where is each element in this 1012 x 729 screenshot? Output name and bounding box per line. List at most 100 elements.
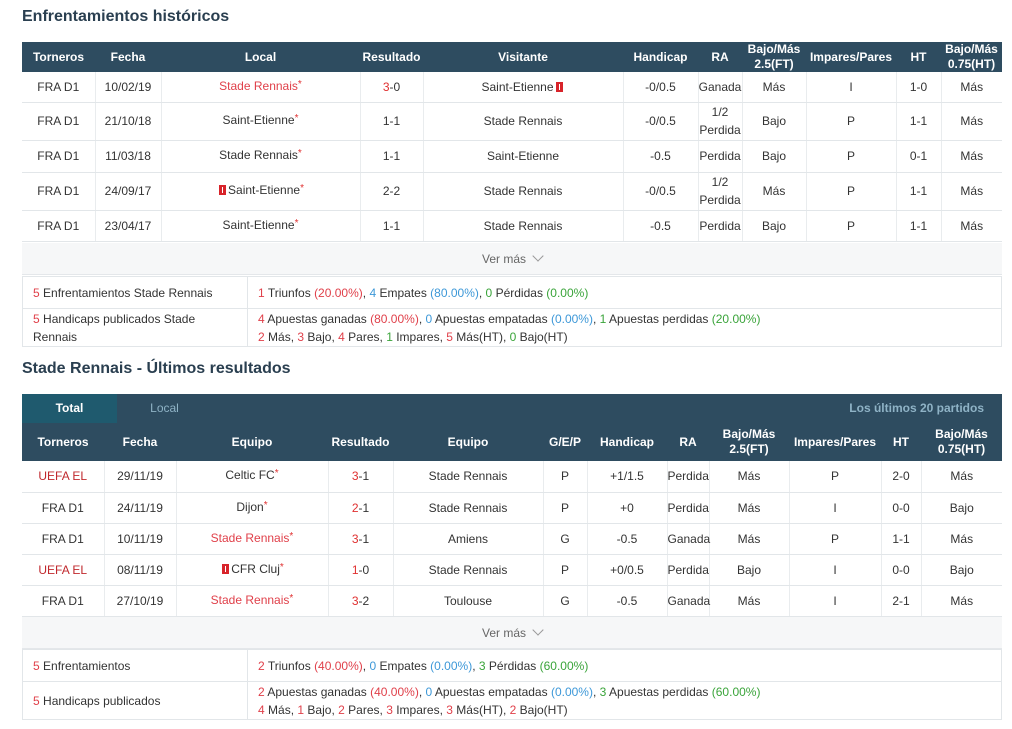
h2h-summary: 5 Enfrentamientos Stade Rennais 1 Triunf…: [22, 276, 1002, 347]
table-row: FRA D1 21/10/18 Saint-Etienne* 1-1 Stade…: [22, 102, 1002, 141]
tab-local[interactable]: Local: [150, 401, 179, 415]
home-team[interactable]: Stade Rennais*: [160, 140, 360, 173]
show-more-button[interactable]: Ver más: [22, 243, 1002, 275]
match-date: 21/10/18: [94, 102, 161, 141]
odd-even-result: P: [805, 140, 896, 173]
tournament-link[interactable]: FRA D1: [22, 102, 95, 141]
match-date: 24/11/19: [103, 492, 176, 524]
match-score[interactable]: 3-1: [327, 461, 393, 493]
match-score[interactable]: 3-1: [327, 523, 393, 555]
away-team[interactable]: Stade Rennais: [422, 172, 623, 211]
ou-ht-result: Más: [940, 72, 1002, 103]
handicap-value: -0/0.5: [622, 102, 698, 141]
star-icon: *: [263, 499, 268, 511]
table-row: FRA D1 10/11/19 Stade Rennais* 3-1 Amien…: [22, 523, 1002, 555]
ou-ft-result: Bajo: [741, 210, 806, 242]
h2h-table: Torneros Fecha Local Resultado Visitante…: [22, 42, 1002, 242]
col-resultado: Resultado: [360, 42, 423, 72]
away-team[interactable]: Toulouse: [392, 585, 543, 617]
handicap-value: -0/0.5: [622, 172, 698, 211]
summary-row: 5 Handicaps publicados Stade Rennais 4 A…: [22, 308, 1002, 347]
tournament-link[interactable]: UEFA EL: [22, 461, 104, 493]
ra-result: Ganada: [666, 523, 710, 555]
summary-values: 2 Triunfos (40.00%), 0 Empates (0.00%), …: [247, 649, 1002, 682]
ra-result: Perdida: [697, 140, 742, 173]
ra-result: 1/2 Perdida: [697, 172, 742, 211]
away-team[interactable]: Stade Rennais: [422, 102, 623, 141]
col-resultado: Resultado: [328, 423, 393, 461]
show-more-button[interactable]: Ver más: [22, 617, 1002, 649]
handicap-value: -0.5: [622, 140, 698, 173]
odd-even-result: I: [788, 585, 881, 617]
match-date: 10/02/19: [94, 72, 161, 103]
tournament-link[interactable]: FRA D1: [22, 172, 95, 211]
ht-score: 1-1: [895, 210, 941, 242]
ou-ht-result: Más: [940, 210, 1002, 242]
ht-score: 0-0: [880, 492, 921, 524]
tournament-link[interactable]: FRA D1: [22, 210, 95, 242]
col-ra: RA: [698, 42, 742, 72]
col-odd-even: Impares/Pares: [789, 423, 881, 461]
odd-even-result: P: [788, 523, 881, 555]
home-team[interactable]: Dijon*: [175, 492, 328, 524]
red-card-icon: [555, 81, 563, 92]
home-team[interactable]: Stade Rennais*: [175, 523, 328, 555]
handicap-value: -0/0.5: [622, 72, 698, 103]
col-visitante: Visitante: [423, 42, 623, 72]
match-score[interactable]: 2-1: [327, 492, 393, 524]
away-team[interactable]: Saint-Etienne: [422, 140, 623, 173]
col-gep: G/E/P: [543, 423, 587, 461]
match-score[interactable]: 2-2: [359, 172, 423, 211]
away-team[interactable]: Stade Rennais: [392, 554, 543, 586]
handicap-value: +0/0.5: [586, 554, 667, 586]
summary-values: 4 Apuestas ganadas (80.00%), 0 Apuestas …: [247, 308, 1002, 347]
ou-ft-result: Más: [708, 461, 789, 493]
ou-ht-result: Más: [940, 140, 1002, 173]
col-fecha: Fecha: [95, 42, 161, 72]
odd-even-result: I: [805, 72, 896, 103]
odd-even-result: P: [805, 172, 896, 211]
handicap-value: -0.5: [586, 585, 667, 617]
away-team[interactable]: Stade Rennais: [422, 210, 623, 242]
match-score[interactable]: 3-0: [359, 72, 423, 103]
match-score[interactable]: 1-1: [359, 140, 423, 173]
home-team[interactable]: CFR Cluj*: [175, 554, 328, 586]
col-ou-ht: Bajo/Más 0.75(HT): [921, 423, 1002, 461]
home-team[interactable]: Saint-Etienne*: [160, 172, 360, 211]
col-equipo-home: Equipo: [176, 423, 328, 461]
h2h-title: Enfrentamientos históricos: [22, 8, 230, 25]
away-team[interactable]: Amiens: [392, 523, 543, 555]
away-team[interactable]: Stade Rennais: [392, 461, 543, 493]
ou-ft-result: Más: [708, 523, 789, 555]
tab-total[interactable]: Total: [22, 394, 117, 423]
home-team[interactable]: Saint-Etienne*: [160, 102, 360, 141]
match-score[interactable]: 1-1: [359, 102, 423, 141]
home-team[interactable]: Saint-Etienne*: [160, 210, 360, 242]
chevron-down-icon: [532, 624, 544, 636]
tournament-link[interactable]: FRA D1: [22, 585, 104, 617]
away-team[interactable]: Saint-Etienne: [422, 72, 623, 103]
match-score[interactable]: 3-2: [327, 585, 393, 617]
tournament-link[interactable]: FRA D1: [22, 140, 95, 173]
tournament-link[interactable]: FRA D1: [22, 72, 95, 103]
home-team[interactable]: Stade Rennais*: [160, 72, 360, 103]
away-team[interactable]: Stade Rennais: [392, 492, 543, 524]
gep-result: G: [542, 523, 587, 555]
home-team[interactable]: Stade Rennais*: [175, 585, 328, 617]
ra-result: Perdida: [666, 492, 709, 524]
gep-result: P: [542, 492, 587, 524]
tournament-link[interactable]: FRA D1: [22, 492, 104, 524]
odd-even-result: I: [788, 554, 881, 586]
tournament-link[interactable]: FRA D1: [22, 523, 104, 555]
tournament-link[interactable]: UEFA EL: [22, 554, 104, 586]
handicap-value: +1/1.5: [586, 461, 667, 493]
ou-ft-result: Más: [741, 172, 806, 211]
home-team[interactable]: Celtic FC*: [175, 461, 328, 493]
ht-score: 2-0: [880, 461, 921, 493]
match-date: 08/11/19: [103, 554, 176, 586]
match-score[interactable]: 1-1: [359, 210, 423, 242]
col-torneros: Torneros: [22, 42, 95, 72]
star-icon: *: [294, 217, 299, 229]
star-icon: *: [297, 148, 302, 159]
match-score[interactable]: 1-0: [327, 554, 393, 586]
